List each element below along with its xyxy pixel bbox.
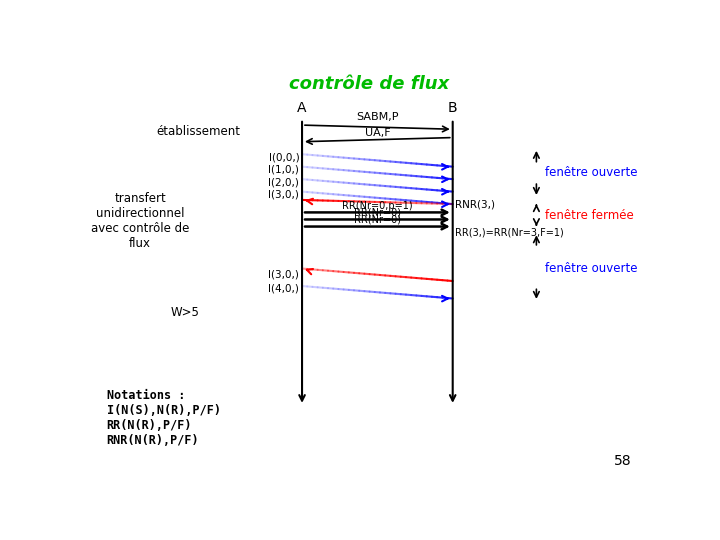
Text: RR(3,)=RR(Nr=3,F=1): RR(3,)=RR(Nr=3,F=1) — [456, 227, 564, 238]
Text: RR(Nr=0): RR(Nr=0) — [354, 208, 401, 218]
Text: fenêtre ouverte: fenêtre ouverte — [545, 166, 637, 179]
Text: fenêtre ouverte: fenêtre ouverte — [545, 262, 637, 275]
Text: SABM,P: SABM,P — [356, 112, 399, 122]
Text: RR(Nr=0,p=1): RR(Nr=0,p=1) — [342, 201, 413, 211]
Text: 58: 58 — [613, 454, 631, 468]
Text: W>5: W>5 — [171, 306, 199, 319]
Text: RNR(3,): RNR(3,) — [456, 199, 495, 209]
Text: I(3,0,): I(3,0,) — [269, 270, 300, 280]
Text: contrôle de flux: contrôle de flux — [289, 75, 449, 92]
Text: fenêtre fermée: fenêtre fermée — [545, 209, 634, 222]
Text: Notations :
I(N(S),N(R),P/F)
RR(N(R),P/F)
RNR(N(R),P/F): Notations : I(N(S),N(R),P/F) RR(N(R),P/F… — [107, 389, 221, 447]
Text: I(2,0,): I(2,0,) — [269, 177, 300, 187]
Text: I(1,0,): I(1,0,) — [269, 165, 300, 174]
Text: A: A — [297, 100, 307, 114]
Text: établissement: établissement — [157, 125, 240, 138]
Text: I(3,0,): I(3,0,) — [269, 190, 300, 199]
Text: I(0,0,): I(0,0,) — [269, 152, 300, 162]
Text: UA,F: UA,F — [364, 127, 390, 138]
Text: B: B — [448, 100, 457, 114]
Text: transfert
unidirectionnel
avec contrôle de
flux: transfert unidirectionnel avec contrôle … — [91, 192, 189, 249]
Text: RR(Nr=0): RR(Nr=0) — [354, 215, 401, 225]
Text: I(4,0,): I(4,0,) — [269, 284, 300, 294]
